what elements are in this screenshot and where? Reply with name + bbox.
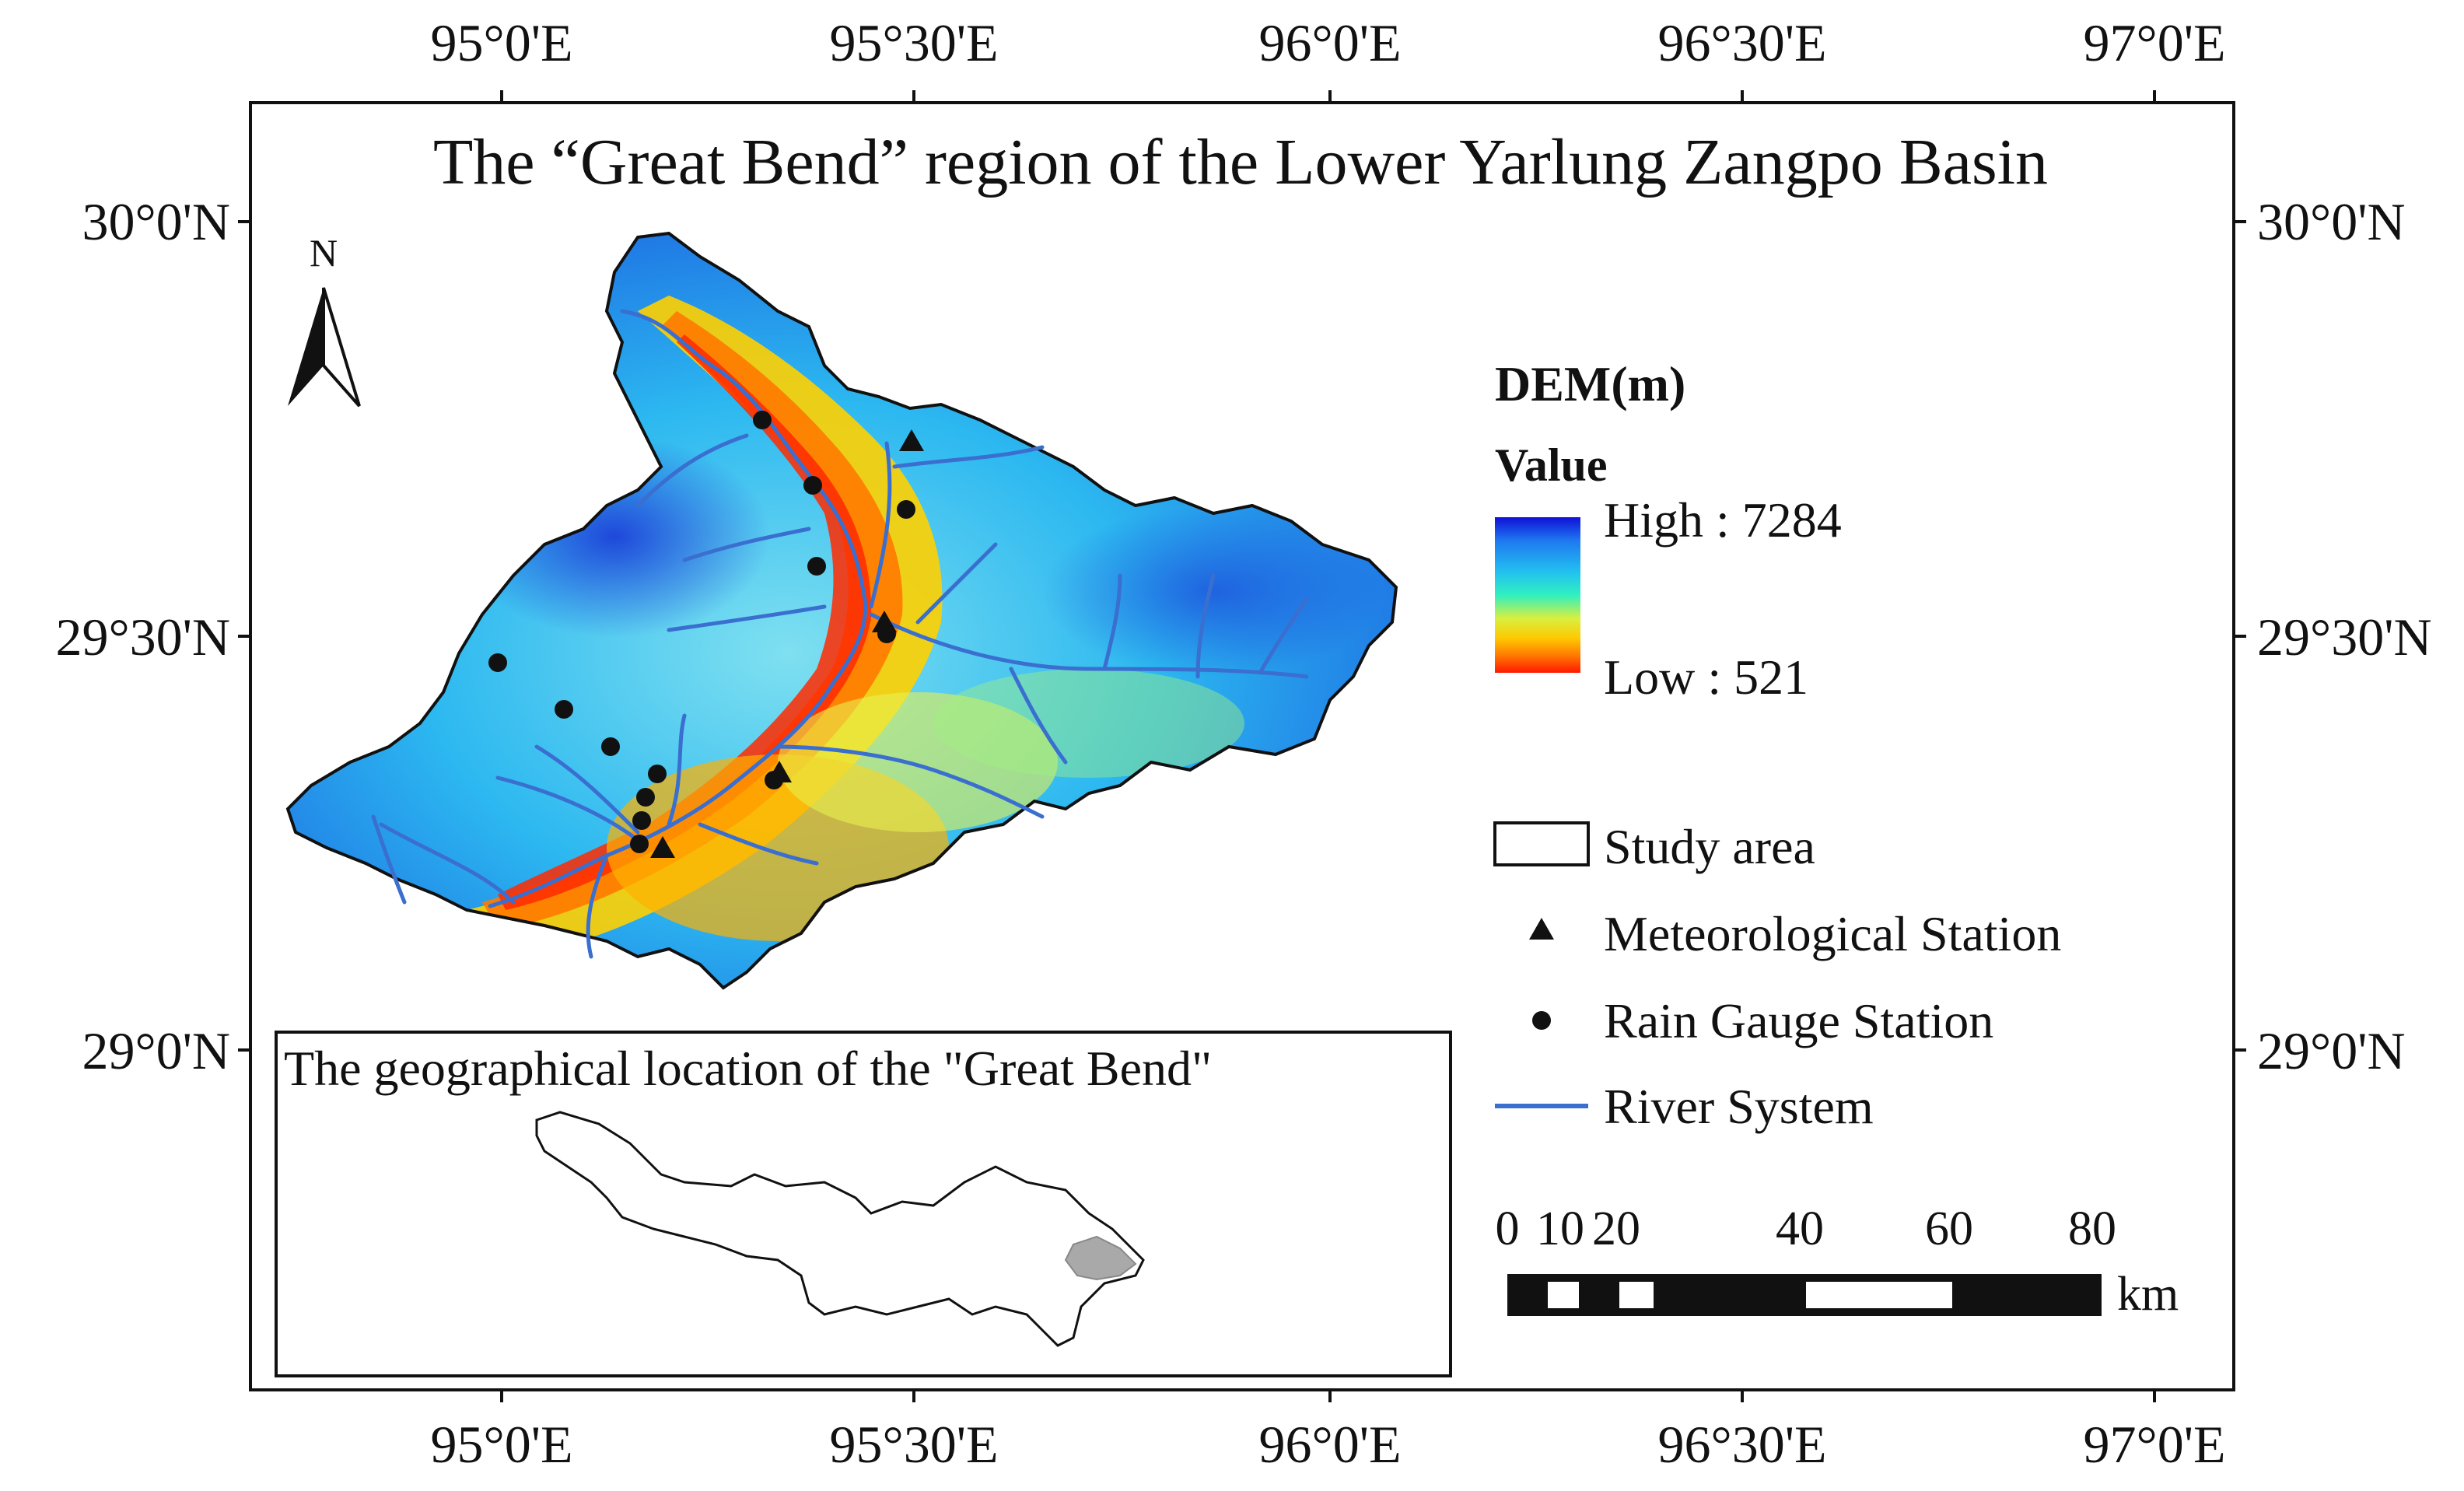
inset-map: The geographical location of the "Great … [275,1031,1452,1377]
legend-value-label: Value [1495,439,1608,491]
lat-label-left-3: 29°0'N [82,1021,230,1080]
lon-label-bottom-4: 96°30'E [1658,1415,1827,1474]
lat-ticks-left [238,220,250,1052]
inset-basin-outline [535,1111,1145,1347]
scale-tick-20: 20 [1592,1202,1640,1255]
lon-label-top-3: 96°0'E [1259,13,1402,72]
lon-ticks-top [500,90,2156,103]
lat-label-right-3: 29°0'N [2257,1021,2406,1080]
inset-title: The geographical location of the "Great … [284,1041,1212,1096]
lat-label-right-2: 29°30'N [2257,607,2432,667]
legend-meteorological-label: Meteorological Station [1604,906,2061,961]
scale-tick-10: 10 [1536,1202,1584,1255]
study-area-boundary [285,231,1398,990]
river-system [371,309,1309,959]
scale-tick-40: 40 [1776,1202,1824,1255]
north-arrow-icon: N [288,231,361,408]
legend-triangle-icon [1529,918,1554,940]
scale-bar: 0 10 20 40 60 80 km [1496,1202,2179,1321]
lat-label-right-1: 30°0'N [2257,192,2406,251]
north-label: N [310,231,338,275]
legend-low-label: Low : 521 [1604,649,1808,705]
lat-label-left-1: 30°0'N [82,192,230,251]
legend-rain-gauge-label: Rain Gauge Station [1604,993,1993,1048]
lon-ticks-bottom [500,1390,2156,1402]
legend-study-area-label: Study area [1604,819,1815,874]
legend-high-label: High : 7284 [1604,492,1842,548]
scale-unit: km [2117,1268,2179,1321]
lon-label-bottom-3: 96°0'E [1259,1415,1402,1474]
scale-tick-80: 80 [2068,1202,2116,1255]
meteorological-stations [650,429,924,858]
scale-tick-60: 60 [1925,1202,1973,1255]
dem-raster [288,233,1396,988]
lon-label-bottom-2: 95°30'E [830,1415,999,1474]
lat-ticks-right [2234,220,2246,1052]
legend-dem-title: DEM(m) [1495,356,1685,411]
lat-label-left-2: 29°30'N [55,607,230,667]
legend-dot-icon [1532,1011,1551,1030]
lon-label-top-4: 96°30'E [1658,13,1827,72]
legend-color-ramp [1495,517,1580,673]
legend-study-area-symbol [1493,821,1590,866]
map-title: The “Great Bend” region of the Lower Yar… [433,126,2048,198]
lon-label-top-5: 97°0'E [2084,13,2226,72]
lon-label-top-1: 95°0'E [431,13,573,72]
lon-label-top-2: 95°30'E [830,13,999,72]
legend-river-label: River System [1604,1079,1874,1134]
map-frame [249,101,2235,1391]
inset-study-area-highlight [1064,1235,1137,1281]
scale-tick-0: 0 [1496,1202,1520,1255]
lon-label-bottom-5: 97°0'E [2084,1415,2226,1474]
lon-label-bottom-1: 95°0'E [431,1415,573,1474]
